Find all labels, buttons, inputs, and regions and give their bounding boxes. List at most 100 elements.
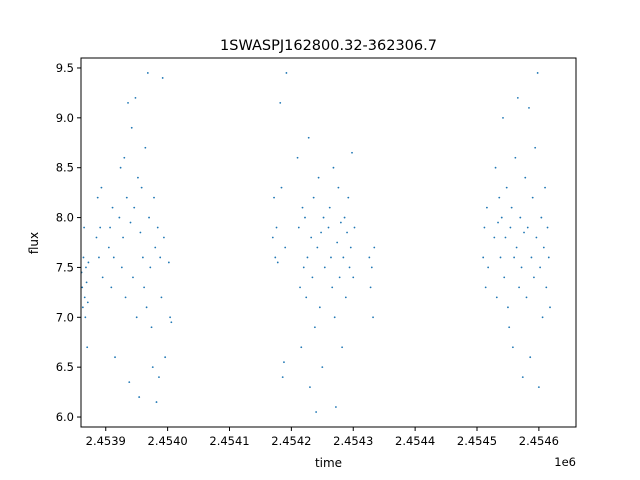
data-point-26: [121, 267, 123, 269]
data-point-47: [147, 72, 149, 74]
y-tick-label: 6.5: [56, 360, 74, 374]
data-point-119: [352, 277, 354, 279]
data-point-6: [84, 316, 86, 318]
y-tick-label: 9.5: [56, 61, 74, 75]
x-tick-label: 2.4544: [395, 434, 435, 448]
data-point-145: [511, 207, 513, 209]
data-point-99: [328, 227, 330, 229]
data-point-1: [81, 286, 83, 288]
data-point-80: [302, 207, 304, 209]
data-point-17: [102, 277, 104, 279]
y-tick-label: 9.0: [56, 111, 74, 125]
y-axis-ticks: 6.0 6.5 7.0 7.5 8.0 8.5 9.0 9.5: [56, 61, 81, 424]
data-point-129: [486, 207, 488, 209]
data-point-19: [109, 227, 111, 229]
data-point-155: [523, 232, 525, 234]
data-point-120: [354, 227, 356, 229]
data-point-7: [85, 267, 87, 269]
y-axis-label: flux: [27, 232, 41, 254]
data-point-169: [540, 217, 542, 219]
data-point-158: [527, 227, 529, 229]
data-point-133: [496, 296, 498, 298]
data-point-148: [514, 157, 516, 159]
data-point-122: [370, 286, 372, 288]
data-point-28: [123, 157, 125, 159]
data-point-42: [141, 187, 143, 189]
data-point-50: [151, 326, 153, 328]
data-point-65: [272, 237, 274, 239]
data-point-111: [342, 257, 344, 259]
data-point-117: [350, 247, 352, 249]
data-point-85: [308, 137, 310, 139]
data-point-176: [549, 306, 551, 308]
data-point-166: [537, 72, 539, 74]
data-point-114: [346, 232, 348, 234]
data-point-84: [307, 257, 309, 259]
data-point-51: [152, 366, 154, 368]
data-point-58: [161, 296, 163, 298]
data-point-33: [130, 222, 132, 224]
data-point-150: [517, 97, 519, 99]
data-point-126: [482, 257, 484, 259]
data-points: [81, 72, 551, 413]
data-point-174: [547, 227, 549, 229]
data-point-170: [542, 316, 544, 318]
data-point-62: [168, 262, 170, 264]
data-point-9: [86, 346, 88, 348]
data-point-56: [158, 376, 160, 378]
data-point-151: [518, 286, 520, 288]
data-point-12: [96, 237, 98, 239]
data-point-97: [323, 217, 325, 219]
data-point-31: [127, 102, 129, 104]
data-point-130: [487, 267, 489, 269]
data-point-23: [114, 356, 116, 358]
x-axis-ticks: 2.4539 2.4540 2.4541 2.4542 2.4543 2.4544 2.45…: [86, 427, 559, 448]
data-point-132: [495, 167, 497, 169]
data-point-146: [512, 346, 514, 348]
data-point-38: [136, 316, 138, 318]
x-axis-offset-label: 1e6: [554, 455, 576, 469]
data-point-53: [154, 247, 156, 249]
data-point-105: [335, 406, 337, 408]
data-point-93: [318, 177, 320, 179]
data-point-35: [132, 277, 134, 279]
data-point-106: [336, 242, 338, 244]
data-point-113: [345, 296, 347, 298]
data-point-135: [498, 197, 500, 199]
data-point-5: [84, 296, 86, 298]
x-tick-label: 2.4539: [86, 434, 126, 448]
data-point-49: [149, 267, 151, 269]
data-point-11: [88, 262, 90, 264]
data-point-108: [339, 277, 341, 279]
data-point-124: [372, 316, 374, 318]
data-point-8: [86, 281, 88, 283]
data-point-77: [298, 227, 300, 229]
data-point-91: [315, 411, 317, 413]
data-point-72: [282, 376, 284, 378]
y-tick-label: 8.0: [56, 211, 74, 225]
data-point-157: [526, 296, 528, 298]
data-point-21: [112, 207, 114, 209]
data-point-41: [140, 232, 142, 234]
data-point-66: [273, 197, 275, 199]
data-point-160: [529, 356, 531, 358]
data-point-168: [539, 267, 541, 269]
data-point-149: [516, 247, 518, 249]
data-point-92: [316, 247, 318, 249]
data-point-88: [312, 277, 314, 279]
data-point-74: [284, 247, 286, 249]
data-point-18: [108, 247, 110, 249]
data-point-64: [170, 321, 172, 323]
data-point-69: [277, 262, 279, 264]
data-point-167: [538, 386, 540, 388]
data-point-94: [319, 306, 321, 308]
data-point-29: [125, 296, 127, 298]
data-point-152: [519, 217, 521, 219]
data-point-138: [502, 117, 504, 119]
data-point-79: [300, 346, 302, 348]
data-point-175: [548, 257, 550, 259]
data-point-40: [138, 396, 140, 398]
data-point-76: [297, 157, 299, 159]
data-point-156: [524, 177, 526, 179]
data-point-60: [163, 237, 165, 239]
